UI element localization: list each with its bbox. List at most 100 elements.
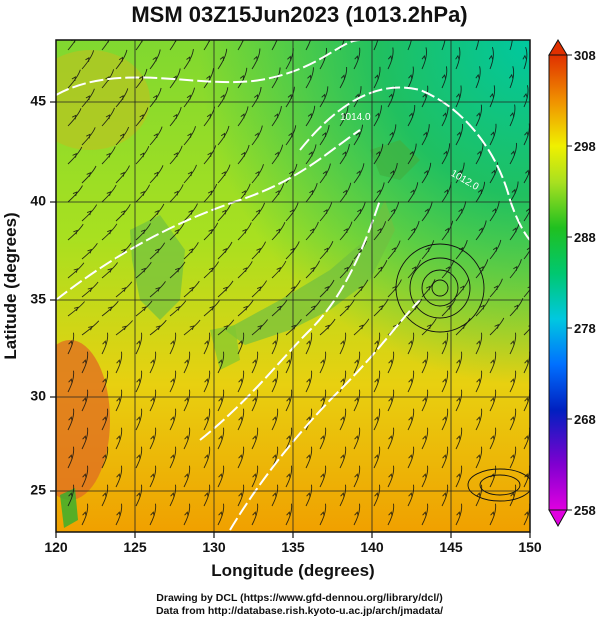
- streamline-arrowhead: [136, 340, 141, 346]
- streamline-arrowhead: [276, 267, 282, 272]
- streamline: [373, 260, 388, 279]
- streamline-arrowhead: [240, 113, 245, 119]
- streamline-arrowhead: [422, 397, 427, 403]
- streamline: [203, 446, 211, 469]
- streamline: [251, 241, 267, 260]
- y-tick-label: 40: [30, 193, 46, 209]
- streamline: [305, 370, 313, 393]
- streamline: [421, 124, 430, 146]
- streamline-arrowhead: [68, 416, 73, 422]
- streamline: [135, 223, 151, 241]
- streamline: [169, 332, 177, 355]
- streamline-arrowhead: [490, 435, 495, 441]
- streamline: [489, 503, 497, 526]
- streamline: [217, 125, 230, 146]
- streamline: [169, 408, 177, 431]
- colorbar-tick-label: 308: [574, 48, 596, 63]
- streamline: [217, 427, 225, 450]
- streamline: [67, 332, 75, 355]
- streamline-arrowhead: [204, 340, 209, 346]
- streamline-arrowhead: [184, 435, 189, 441]
- streamline-arrowhead: [277, 305, 282, 311]
- streamline-arrowhead: [322, 132, 327, 138]
- streamline: [319, 124, 330, 146]
- streamline: [203, 183, 218, 203]
- streamline: [305, 105, 316, 127]
- streamline: [135, 184, 151, 203]
- streamline-arrowhead: [150, 511, 155, 517]
- streamline-arrowhead: [354, 397, 359, 403]
- streamline-arrowhead: [377, 227, 382, 233]
- streamline-arrowhead: [340, 416, 345, 422]
- streamline-arrowhead: [476, 340, 481, 346]
- streamline-arrowhead: [492, 208, 497, 214]
- land-korea: [130, 215, 185, 320]
- streamline-arrowhead: [478, 227, 483, 233]
- streamline-arrowhead: [286, 511, 291, 517]
- streamline: [305, 221, 319, 241]
- streamline-arrowhead: [255, 209, 261, 215]
- streamline: [183, 465, 191, 488]
- streamline: [407, 143, 417, 165]
- streamline: [217, 465, 225, 488]
- streamline: [373, 484, 381, 507]
- streamline-arrowhead: [408, 378, 413, 384]
- streamline-arrowhead: [170, 416, 175, 422]
- streamline: [169, 40, 177, 51]
- streamline: [387, 163, 398, 184]
- streamline-arrowhead: [218, 511, 223, 517]
- streamline: [509, 66, 515, 89]
- streamline-arrowhead: [186, 56, 191, 62]
- streamline: [285, 351, 293, 374]
- streamline-arrowhead: [442, 454, 447, 460]
- streamline: [237, 484, 245, 507]
- colorbar-top-arrow: [548, 39, 568, 56]
- streamline-arrowhead: [442, 340, 447, 346]
- streamline-arrowhead: [172, 75, 177, 81]
- streamline-arrowhead: [509, 112, 515, 118]
- x-tick-label: 130: [202, 539, 226, 555]
- streamline-arrowhead: [391, 247, 396, 252]
- streamline-arrowhead: [173, 152, 178, 158]
- lat-lon-grid: [56, 40, 530, 532]
- streamline-arrowhead: [444, 189, 449, 195]
- streamline-arrowhead: [286, 359, 291, 365]
- streamline-arrowhead: [107, 229, 112, 235]
- streamline-arrowhead: [139, 152, 145, 158]
- streamline: [421, 389, 429, 412]
- streamline-arrowhead: [287, 55, 292, 61]
- streamline-arrowhead: [388, 435, 393, 441]
- streamline-arrowhead: [475, 74, 480, 79]
- streamline: [285, 318, 302, 336]
- colorbar-tick-label: 268: [574, 412, 596, 427]
- streamline: [203, 40, 211, 51]
- streamline: [387, 351, 395, 374]
- streamline: [271, 260, 287, 279]
- streamline: [407, 40, 412, 51]
- streamline-arrowhead: [490, 397, 495, 403]
- streamline: [421, 503, 429, 526]
- streamline: [353, 86, 362, 108]
- streamline: [81, 127, 96, 146]
- streamline: [149, 319, 167, 336]
- streamline-arrowhead: [272, 340, 277, 346]
- streamline-arrowhead: [173, 113, 178, 119]
- streamline: [135, 332, 143, 355]
- streamline-arrowhead: [306, 492, 311, 498]
- streamline-arrowhead: [512, 227, 517, 233]
- streamline-arrowhead: [274, 151, 279, 157]
- streamline-arrowhead: [220, 94, 225, 100]
- streamline-arrowhead: [444, 227, 449, 233]
- y-tick-label: 25: [30, 482, 46, 498]
- streamline-arrowhead: [219, 56, 224, 61]
- x-axis-title: Longitude (degrees): [211, 561, 374, 580]
- streamline-arrowhead: [119, 94, 124, 100]
- streamline: [251, 48, 261, 70]
- streamline: [217, 319, 235, 336]
- streamline: [509, 181, 519, 203]
- streamline: [101, 223, 118, 241]
- streamline-arrowhead: [71, 114, 77, 120]
- streamline-arrowhead: [136, 416, 141, 422]
- streamline-arrowhead: [107, 306, 113, 312]
- streamline: [115, 320, 133, 336]
